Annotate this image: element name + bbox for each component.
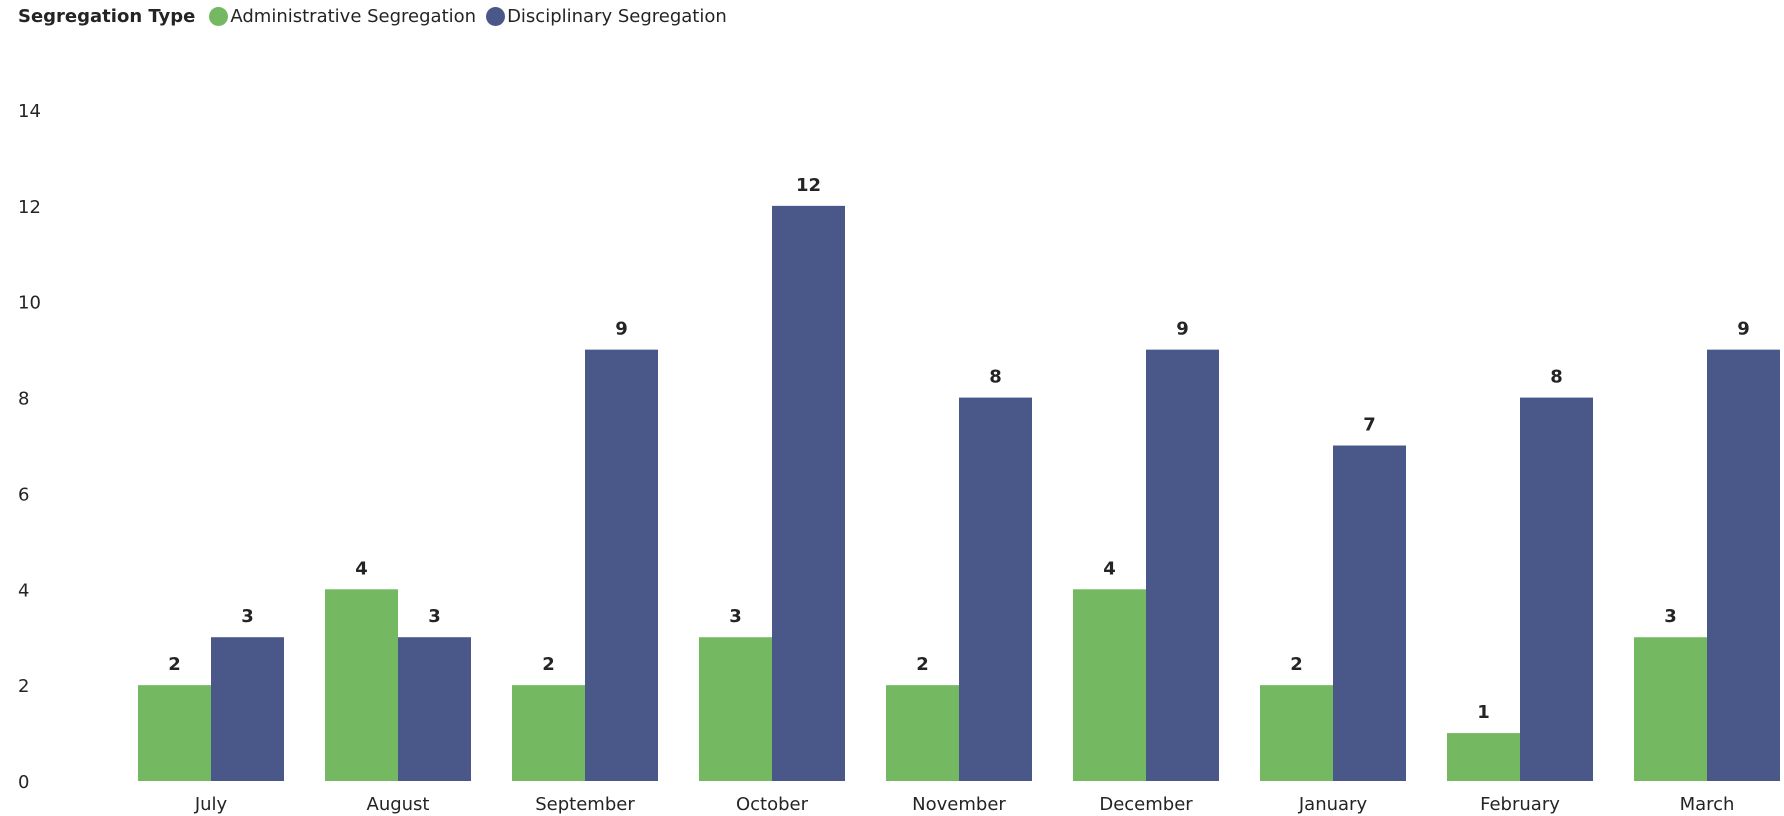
data-label: 7 [1363,415,1376,436]
x-tick-label-october: October [736,794,809,815]
y-tick-label: 4 [18,580,29,601]
bar-administrative-january[interactable] [1260,685,1333,781]
legend-item-disciplinary[interactable]: Disciplinary Segregation [486,6,727,27]
bar-administrative-july[interactable] [138,685,211,781]
bars-group [138,205,1780,782]
data-label: 4 [355,558,368,579]
bar-disciplinary-october[interactable] [772,205,845,781]
data-label: 3 [428,606,441,627]
x-tick-label-december: December [1099,794,1193,815]
y-tick-label: 8 [18,389,29,410]
y-tick-label: 0 [18,772,29,793]
legend-marker-administrative [209,6,229,26]
x-tick-label-november: November [912,794,1006,815]
bar-disciplinary-september[interactable] [585,349,658,781]
x-tick-label-september: September [535,794,635,815]
bar-administrative-february[interactable] [1447,733,1520,781]
bar-administrative-november[interactable] [886,685,959,781]
bar-disciplinary-november[interactable] [959,397,1032,781]
bar-administrative-september[interactable] [512,685,585,781]
x-tick-label-march: March [1680,794,1735,815]
y-tick-label: 2 [18,676,29,697]
data-label: 2 [916,654,929,675]
data-label: 12 [796,175,821,196]
legend: Segregation Type Administrative Segregat… [18,4,737,28]
x-axis: July August September October November Decemb… [194,794,1735,815]
x-tick-label-january: January [1298,794,1368,815]
data-label: 3 [241,606,254,627]
data-label: 2 [1290,654,1303,675]
bar-administrative-august[interactable] [325,589,398,781]
data-label: 9 [615,319,628,340]
data-label: 3 [1664,606,1677,627]
data-label: 8 [989,367,1002,388]
y-tick-label: 12 [18,197,41,218]
legend-item-administrative[interactable]: Administrative Segregation [209,6,476,27]
x-tick-label-february: February [1480,794,1560,815]
data-label: 9 [1176,319,1189,340]
x-tick-label-august: August [367,794,430,815]
legend-marker-disciplinary [486,6,506,26]
bar-disciplinary-december[interactable] [1146,349,1219,781]
bar-disciplinary-august[interactable] [398,637,471,781]
data-labels-group: 2 3 4 3 2 9 3 12 2 8 4 9 2 7 1 8 3 9 [168,175,1750,723]
legend-label-disciplinary: Disciplinary Segregation [507,5,727,27]
y-tick-label: 10 [18,293,41,314]
legend-title: Segregation Type [18,5,196,27]
y-tick-label: 14 [18,101,41,122]
data-label: 4 [1103,558,1116,579]
data-label: 3 [729,606,742,627]
data-label: 9 [1737,319,1750,340]
data-label: 1 [1477,702,1490,723]
data-label: 2 [168,654,181,675]
bar-disciplinary-january[interactable] [1333,445,1406,782]
y-tick-label: 6 [18,484,29,505]
data-label: 8 [1550,367,1563,388]
bar-disciplinary-february[interactable] [1520,397,1593,781]
legend-label-administrative: Administrative Segregation [230,5,477,27]
bar-disciplinary-july[interactable] [211,637,284,781]
bar-disciplinary-march[interactable] [1707,349,1780,781]
y-axis: 0 2 4 6 8 10 12 14 [18,101,41,793]
x-tick-label-july: July [194,794,228,815]
bar-administrative-march[interactable] [1634,637,1707,781]
data-label: 2 [542,654,555,675]
bar-administrative-october[interactable] [699,637,772,781]
bar-administrative-december[interactable] [1073,589,1146,781]
